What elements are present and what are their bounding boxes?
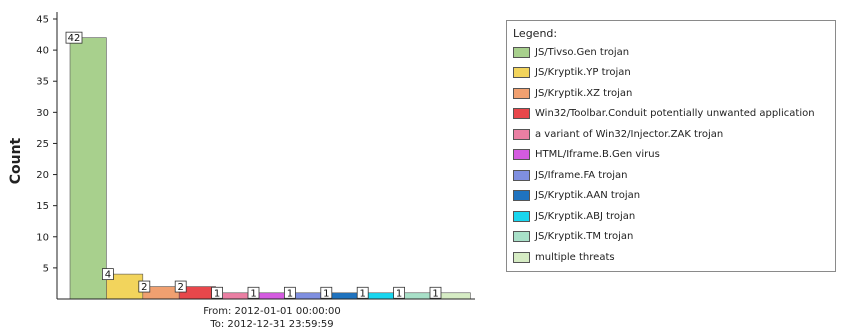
data-label: 2 (141, 282, 147, 293)
y-axis-label: Count (8, 137, 24, 184)
data-label-box (283, 286, 296, 299)
legend-item: Win32/Toolbar.Conduit potentially unwant… (513, 107, 815, 121)
legend-label: a variant of Win32/Injector.ZAK trojan (535, 128, 724, 140)
legend-item: multiple threats (513, 250, 615, 264)
data-label: 1 (287, 288, 293, 299)
y-tick-label: 20 (36, 170, 49, 181)
legend-item: JS/Tivso.Gen trojan (513, 45, 629, 59)
legend-item: JS/Kryptik.XZ trojan (513, 86, 632, 100)
legend-label: JS/Kryptik.ABJ trojan (535, 210, 636, 222)
legend-swatch (513, 108, 530, 119)
data-label-box (393, 286, 406, 299)
legend-swatch (513, 210, 530, 222)
legend-swatch (513, 46, 530, 58)
legend-label: Win32/Toolbar.Conduit potentially unwant… (535, 108, 815, 119)
y-tick-label: 30 (36, 108, 49, 119)
legend-item: JS/Kryptik.AAN trojan (513, 189, 640, 203)
legend-label: HTML/Iframe.B.Gen virus (535, 149, 660, 160)
data-label: 1 (432, 288, 438, 299)
data-label-box (429, 286, 442, 299)
data-label: 42 (68, 33, 81, 44)
legend-label: JS/Kryptik.YP trojan (535, 67, 631, 78)
legend-item: HTML/Iframe.B.Gen virus (513, 148, 660, 162)
bars (69, 37, 471, 300)
y-tick-label: 10 (36, 232, 49, 243)
legend-label: JS/Tivso.Gen trojan (535, 46, 630, 58)
legend-item: a variant of Win32/Injector.ZAK trojan (513, 127, 723, 141)
y-tick-label: 35 (36, 77, 49, 88)
data-label-box (356, 286, 369, 299)
data-label-box (65, 31, 83, 44)
legend-label: JS/Kryptik.XZ trojan (535, 87, 633, 99)
data-label-box (247, 286, 260, 299)
y-axis-ticks: 5 10 15 20 25 30 35 40 45 (36, 15, 57, 274)
y-tick-label: 25 (36, 139, 49, 150)
legend-label: JS/Iframe.FA trojan (535, 169, 628, 181)
data-label-box (211, 286, 224, 299)
y-tick-label: 45 (36, 15, 49, 26)
legend-swatch (513, 87, 530, 99)
legend-label: JS/Kryptik.TM trojan (535, 231, 634, 242)
bar (69, 37, 107, 300)
data-label: 1 (214, 288, 220, 299)
legend-label: JS/Kryptik.AAN trojan (535, 190, 641, 201)
data-label-box (102, 268, 114, 281)
data-label: 1 (396, 288, 402, 299)
legend-swatch (513, 190, 530, 201)
legend-swatch (513, 128, 530, 140)
legend-swatch (513, 251, 530, 263)
legend-swatch (513, 149, 530, 160)
legend-item: JS/Kryptik.ABJ trojan (513, 209, 635, 223)
data-label-box (174, 280, 187, 293)
legend-swatch (513, 67, 530, 78)
legend-swatch (513, 169, 530, 181)
legend-title: Legend: (513, 27, 558, 40)
data-label: 1 (250, 288, 256, 299)
data-label: 2 (178, 282, 184, 293)
legend: Legend: JS/Tivso.Gen trojan JS/Kryptik.YP… (506, 20, 836, 272)
data-label: 4 (105, 270, 111, 281)
period-to: To: 2012-12-31 23:59:59 (209, 319, 333, 330)
y-tick-label: 5 (43, 263, 49, 274)
legend-label: multiple threats (535, 251, 615, 263)
legend-item: JS/Kryptik.TM trojan (513, 230, 633, 244)
legend-swatch (513, 231, 530, 242)
legend-item: JS/Kryptik.YP trojan (513, 66, 631, 80)
data-label-box (320, 286, 333, 299)
data-label: 1 (323, 288, 329, 299)
data-label: 1 (360, 288, 366, 299)
data-label-box (138, 280, 151, 293)
y-tick-label: 15 (36, 201, 49, 212)
legend-item: JS/Iframe.FA trojan (513, 168, 627, 182)
period-from: From: 2012-01-01 00:00:00 (203, 306, 341, 317)
y-tick-label: 40 (36, 46, 49, 57)
